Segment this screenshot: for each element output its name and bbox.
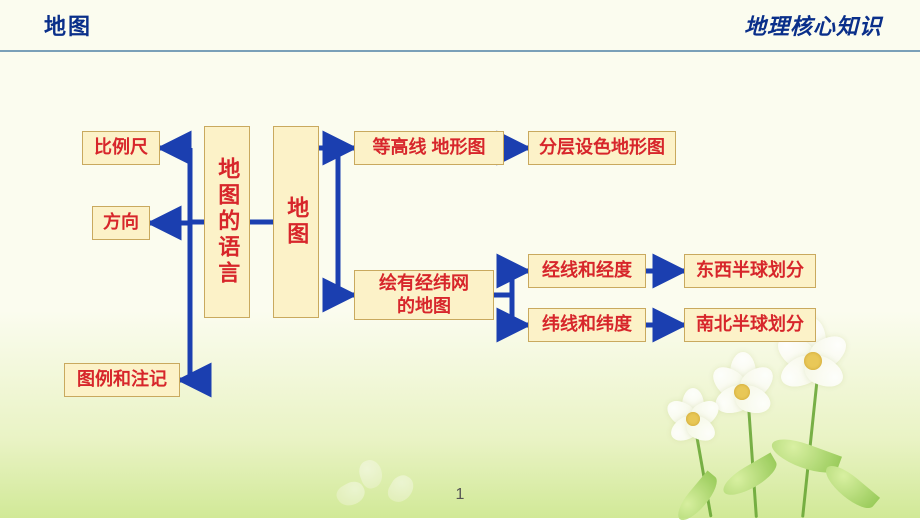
node-map: 地图 — [273, 126, 319, 318]
node-merid: 经线和经度 — [528, 254, 646, 288]
node-gridmap: 绘有经纬网 的地图 — [354, 270, 494, 320]
header-title-left: 地图 — [44, 9, 92, 41]
node-contour: 等高线 地形图 — [354, 131, 504, 165]
node-scale: 比例尺 — [82, 131, 160, 165]
page-number: 1 — [456, 486, 465, 504]
node-nshemi: 南北半球划分 — [684, 308, 816, 342]
diagram-layer: 比例尺方向图例和注记地图的语言地图等高线 地形图分层设色地形图绘有经纬网 的地图… — [0, 0, 920, 518]
node-legend: 图例和注记 — [64, 363, 180, 397]
node-dir: 方向 — [92, 206, 150, 240]
node-ewhemi: 东西半球划分 — [684, 254, 816, 288]
header: 地图 地理核心知识 — [0, 0, 920, 52]
node-paral: 纬线和纬度 — [528, 308, 646, 342]
header-title-right: 地理核心知识 — [744, 9, 882, 41]
node-layered: 分层设色地形图 — [528, 131, 676, 165]
node-lang: 地图的语言 — [204, 126, 250, 318]
